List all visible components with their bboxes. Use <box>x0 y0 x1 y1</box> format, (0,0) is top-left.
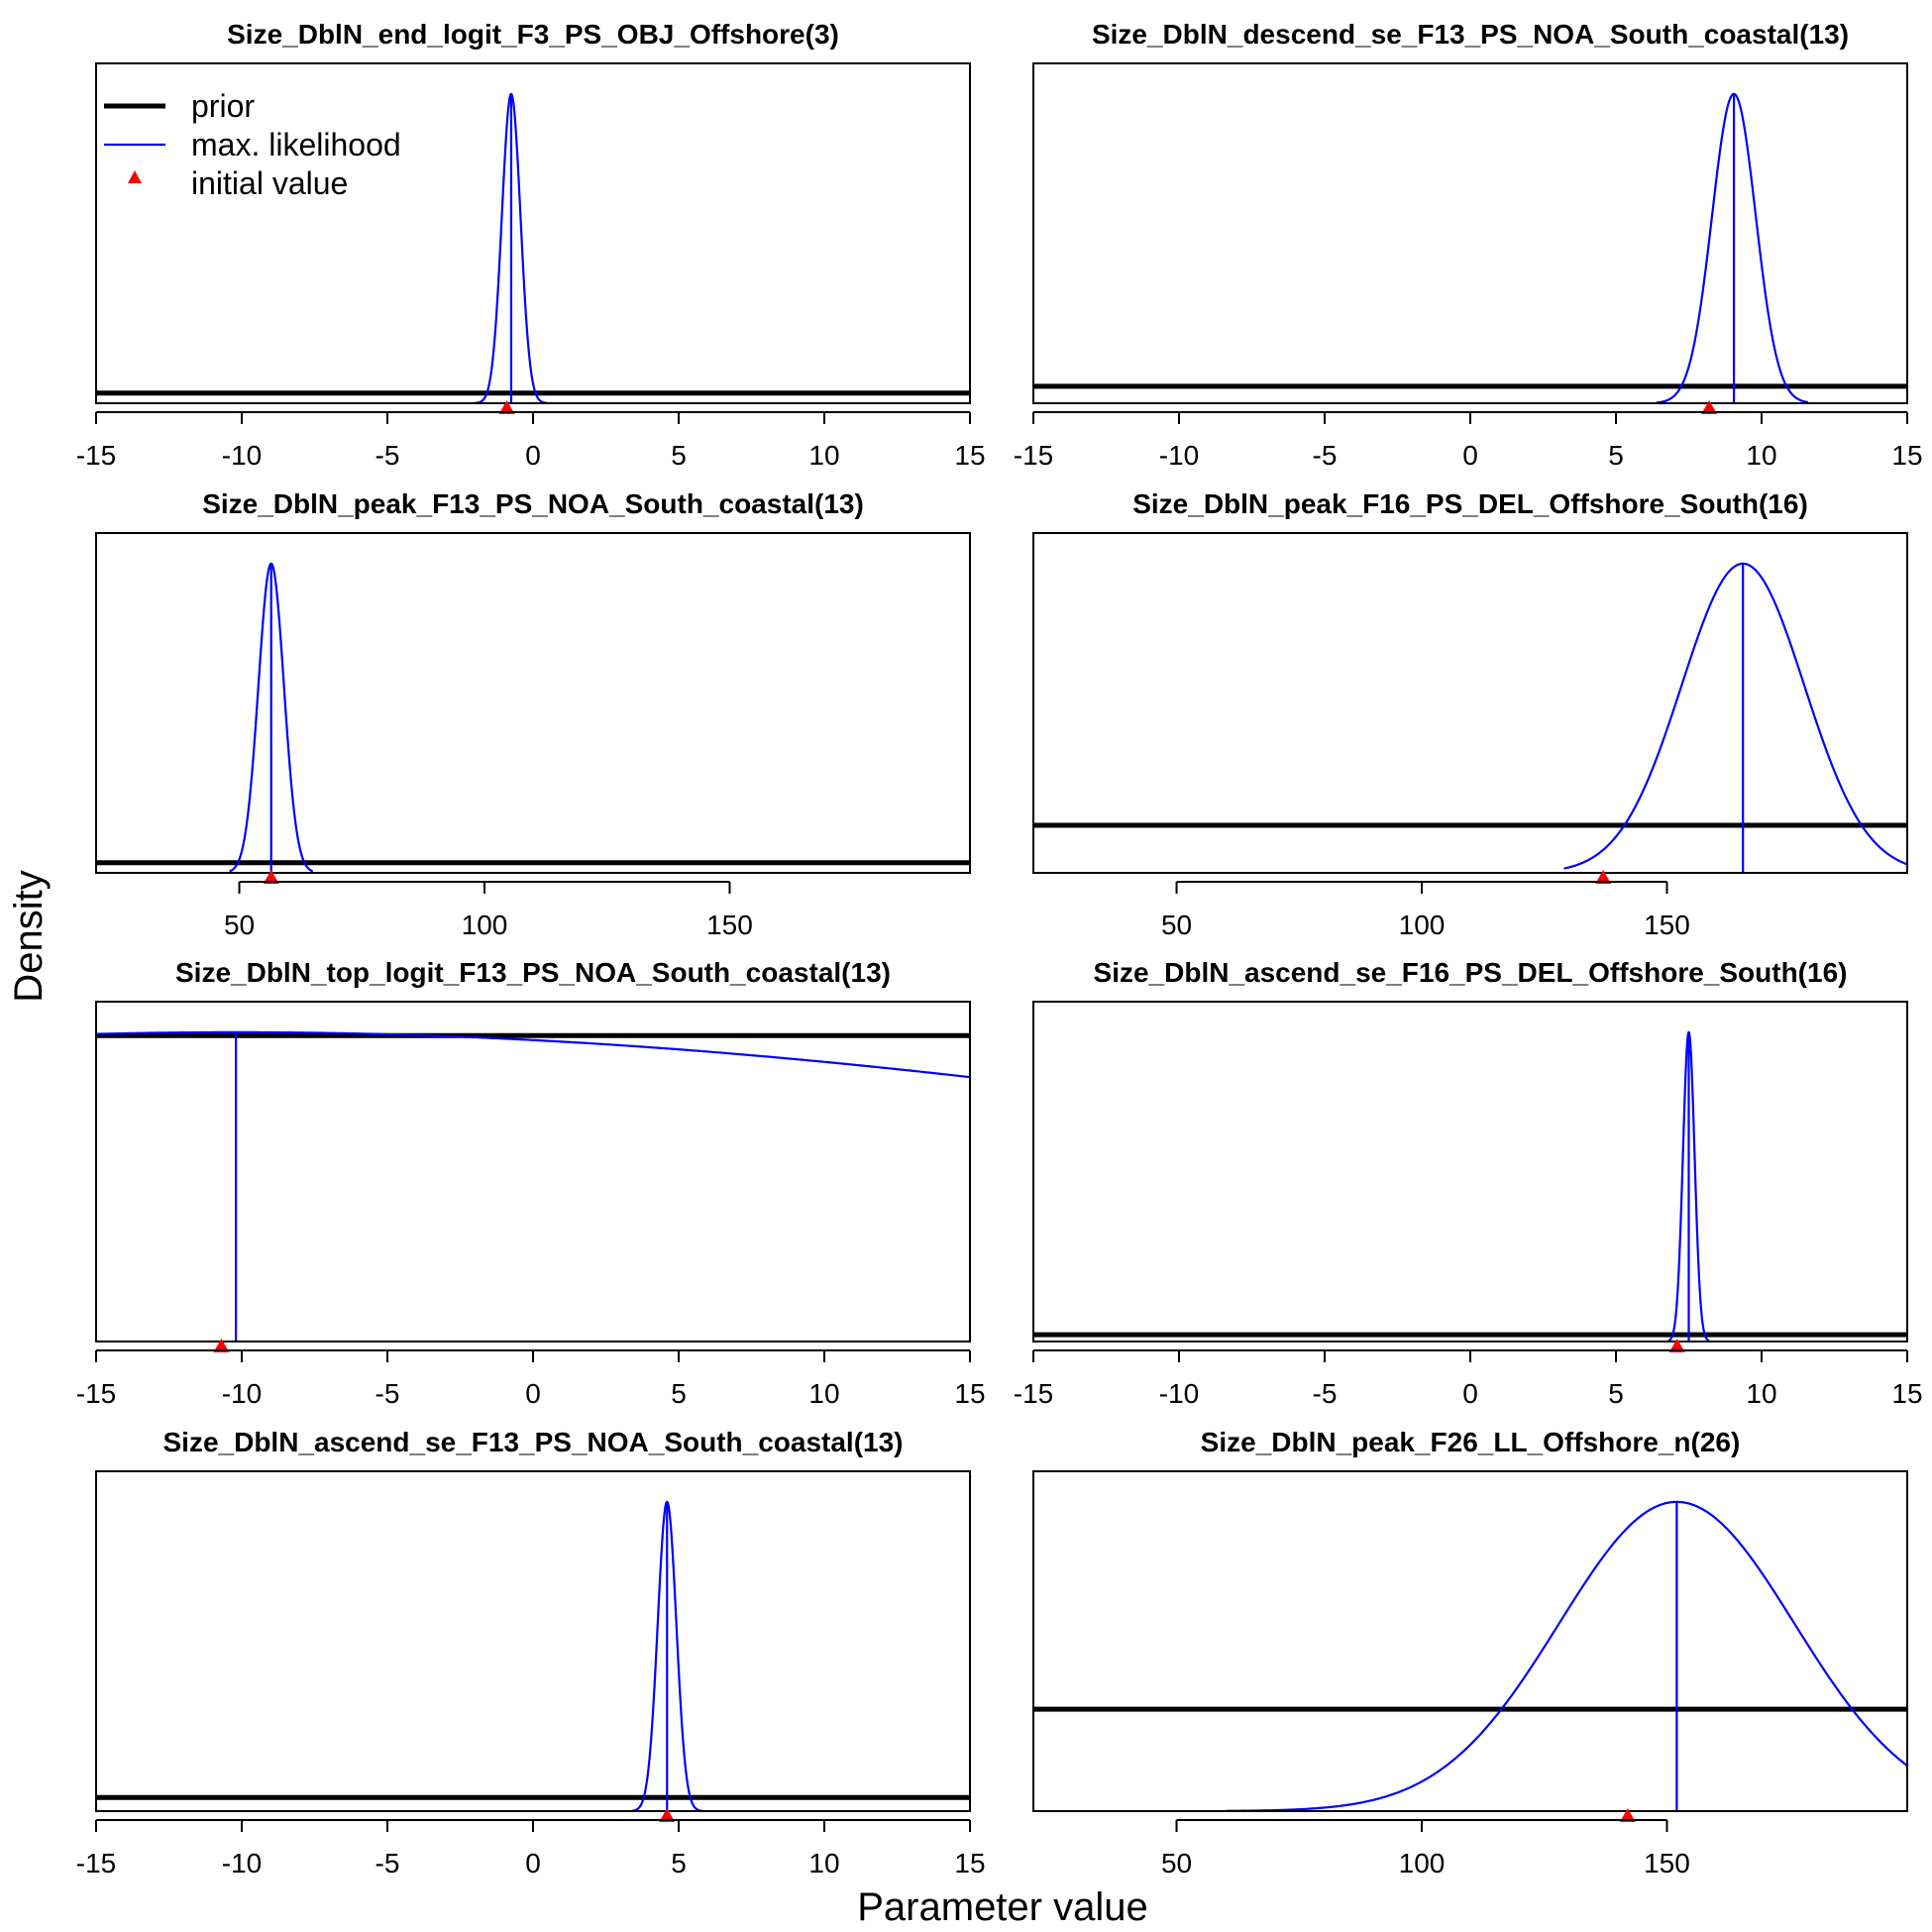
x-tick-label: 10 <box>808 1848 839 1878</box>
panel-title: Size_DblN_peak_F13_PS_NOA_South_coastal(… <box>202 488 864 519</box>
x-tick-label: -10 <box>1159 440 1199 471</box>
x-tick-label: 50 <box>1161 910 1192 940</box>
initial-value-marker <box>1701 400 1718 414</box>
x-tick-label: 150 <box>1644 910 1690 940</box>
plot-frame <box>95 532 971 874</box>
panels-group: -15 -10 -5 0 5 10 15 Size_DblN_end_logit_F3_PS_… <box>76 19 1923 1878</box>
panel-title: Size_DblN_top_logit_F13_PS_NOA_South_coa… <box>175 957 891 988</box>
x-tick-label: 100 <box>462 910 508 940</box>
ml-density-curve <box>1563 562 1908 870</box>
x-tick-label: 150 <box>1644 1848 1690 1878</box>
x-tick-label: -15 <box>1014 1378 1053 1409</box>
initial-value-marker <box>263 870 279 884</box>
x-tick-label: 150 <box>706 910 753 940</box>
x-tick-label: -15 <box>76 1378 116 1409</box>
x-tick-label: -5 <box>376 1848 400 1878</box>
x-tick-label: -10 <box>222 440 262 471</box>
plot-frame <box>1032 532 1908 874</box>
x-tick-label: 100 <box>1399 1848 1446 1878</box>
panel-title: Size_DblN_ascend_se_F16_PS_DEL_Offshore_… <box>1094 957 1848 988</box>
x-tick-label: 0 <box>525 1848 541 1878</box>
plot-frame <box>1032 62 1908 404</box>
x-tick-label: 15 <box>1891 440 1922 471</box>
x-tick-label: 5 <box>671 440 687 471</box>
x-tick-label: 0 <box>525 440 541 471</box>
x-tick-label: -10 <box>222 1378 262 1409</box>
panel-title: Size_DblN_end_logit_F3_PS_OBJ_Offshore(3… <box>227 19 839 50</box>
x-tick-label: 10 <box>1746 1378 1776 1409</box>
x-tick-label: 5 <box>671 1378 687 1409</box>
x-tick-label: 10 <box>808 1378 839 1409</box>
x-tick-label: 0 <box>1462 1378 1478 1409</box>
x-axis-label: Parameter value <box>857 1885 1147 1929</box>
x-tick-label: 15 <box>954 1848 985 1878</box>
plot-frame <box>1032 1001 1908 1342</box>
x-tick-label: -10 <box>222 1848 262 1878</box>
x-tick-label: 5 <box>671 1848 687 1878</box>
y-axis-label: Density <box>7 870 51 1002</box>
x-tick-label: 15 <box>954 1378 985 1409</box>
initial-value-marker <box>498 400 515 414</box>
x-tick-label: 10 <box>808 440 839 471</box>
panel-5: -15 -10 -5 0 5 10 15 Size_DblN_top_logit_F13_PS… <box>76 957 986 1409</box>
x-tick-label: -15 <box>76 1848 116 1878</box>
initial-value-marker <box>1668 1339 1685 1352</box>
x-tick-label: -15 <box>1014 440 1053 471</box>
initial-value-marker <box>1619 1808 1636 1822</box>
x-tick-label: 0 <box>1462 440 1478 471</box>
panel-title: Size_DblN_peak_F16_PS_DEL_Offshore_South… <box>1132 488 1808 519</box>
x-tick-label: 10 <box>1746 440 1776 471</box>
initial-value-marker <box>213 1339 230 1352</box>
x-tick-label: 0 <box>525 1378 541 1409</box>
initial-value-marker <box>1595 870 1612 884</box>
ml-density-curve <box>1226 1500 1908 1812</box>
panel-title: Size_DblN_ascend_se_F13_PS_NOA_South_coa… <box>163 1427 904 1457</box>
legend-label: prior <box>191 88 255 124</box>
panel-1: -15 -10 -5 0 5 10 15 Size_DblN_end_logit_F3_PS_… <box>76 19 986 471</box>
panel-2: -15 -10 -5 0 5 10 15 Size_DblN_descend_se_F13_P… <box>1014 19 1923 471</box>
x-tick-label: -15 <box>76 440 116 471</box>
legend-label: initial value <box>191 165 348 201</box>
panel-title: Size_DblN_peak_F26_LL_Offshore_n(26) <box>1201 1427 1741 1457</box>
panel-3: 50 100 150 Size_DblN_peak_F13_PS_NOA_South_… <box>95 488 971 940</box>
x-tick-label: 5 <box>1608 1378 1624 1409</box>
panel-7: -15 -10 -5 0 5 10 15 Size_DblN_ascend_se_F13_PS… <box>76 1427 986 1878</box>
plot-frame <box>1032 1470 1908 1812</box>
plot-frame <box>95 62 971 404</box>
x-tick-label: 100 <box>1399 910 1446 940</box>
ml-density-curve <box>95 1030 971 1079</box>
x-tick-label: -5 <box>376 440 400 471</box>
x-tick-label: -5 <box>376 1378 400 1409</box>
x-tick-label: 50 <box>1161 1848 1192 1878</box>
x-tick-label: 15 <box>1891 1378 1922 1409</box>
x-tick-label: 50 <box>224 910 255 940</box>
plot-frame <box>95 1001 971 1342</box>
x-tick-label: -5 <box>1313 440 1338 471</box>
panel-6: -15 -10 -5 0 5 10 15 Size_DblN_ascend_se_F16_PS… <box>1014 957 1923 1409</box>
plot-frame <box>95 1470 971 1812</box>
ml-density-curve <box>1657 92 1809 404</box>
panel-8: 50 100 150 Size_DblN_peak_F26_LL_Offshore_n… <box>1032 1427 1908 1878</box>
x-tick-label: 15 <box>954 440 985 471</box>
panel-title: Size_DblN_descend_se_F13_PS_NOA_South_co… <box>1092 19 1849 50</box>
x-tick-label: -10 <box>1159 1378 1199 1409</box>
initial-value-marker <box>659 1808 676 1822</box>
x-tick-label: 5 <box>1608 440 1624 471</box>
x-tick-label: -5 <box>1313 1378 1338 1409</box>
panel-4: 50 100 150 Size_DblN_peak_F16_PS_DEL_Offsho… <box>1032 488 1908 940</box>
legend-label: max. likelihood <box>191 127 401 162</box>
legend-initial-swatch <box>128 170 142 183</box>
